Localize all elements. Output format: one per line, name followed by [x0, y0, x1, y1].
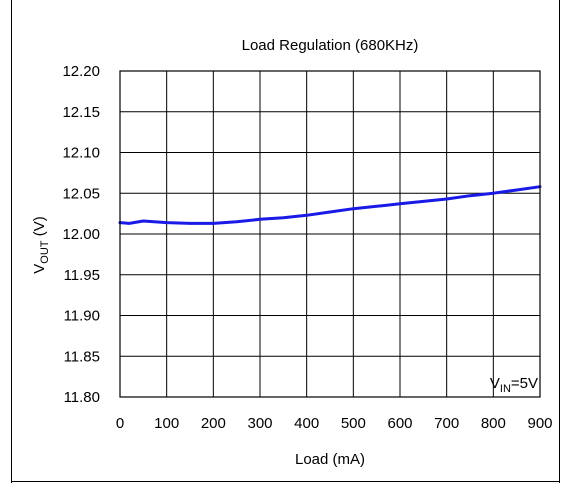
x-tick-label: 100	[154, 415, 179, 432]
y-tick-label: 11.95	[64, 267, 100, 284]
x-axis-label: Load (mA)	[295, 451, 365, 468]
x-tick-labels: 0 100 200 300 400 500 600 700 800 900	[116, 415, 553, 432]
x-tick-label: 400	[294, 415, 319, 432]
data-series	[118, 185, 542, 225]
x-tick-label: 600	[387, 415, 412, 432]
grid	[120, 71, 540, 397]
chart-title: Load Regulation (680KHz)	[242, 37, 419, 54]
series-line	[118, 185, 542, 225]
y-tick-label: 12.00	[62, 226, 100, 243]
x-tick-label: 0	[116, 415, 124, 432]
x-tick-label: 800	[481, 415, 506, 432]
y-axis-label-subscript: OUT	[39, 240, 51, 264]
x-tick-label: 500	[341, 415, 366, 432]
x-tick-label: 900	[527, 415, 552, 432]
x-tick-label: 200	[201, 415, 226, 432]
vin-annotation: VIN=5V	[490, 375, 538, 395]
y-axis-label-main: V	[31, 264, 48, 274]
vin-annotation-main: V	[490, 375, 500, 392]
x-tick-label: 300	[247, 415, 272, 432]
y-axis-label: VOUT (V)	[31, 216, 51, 273]
vin-annotation-subscript: IN	[500, 383, 511, 395]
y-tick-label: 11.90	[64, 308, 100, 325]
x-tick-label: 700	[434, 415, 459, 432]
y-tick-label: 12.05	[62, 185, 100, 202]
y-tick-labels: 12.20 12.15 12.10 12.05 12.00 11.95 11.90 11.85…	[62, 63, 100, 406]
plot-area-border	[119, 70, 541, 398]
y-tick-label: 11.80	[64, 389, 100, 406]
vin-annotation-suffix: =5V	[511, 375, 538, 392]
y-tick-label: 12.15	[62, 104, 100, 121]
y-tick-label: 12.20	[62, 63, 100, 80]
y-axis-label-suffix: (V)	[31, 216, 48, 240]
y-tick-label: 12.10	[62, 145, 100, 162]
y-tick-label: 11.85	[64, 348, 100, 365]
